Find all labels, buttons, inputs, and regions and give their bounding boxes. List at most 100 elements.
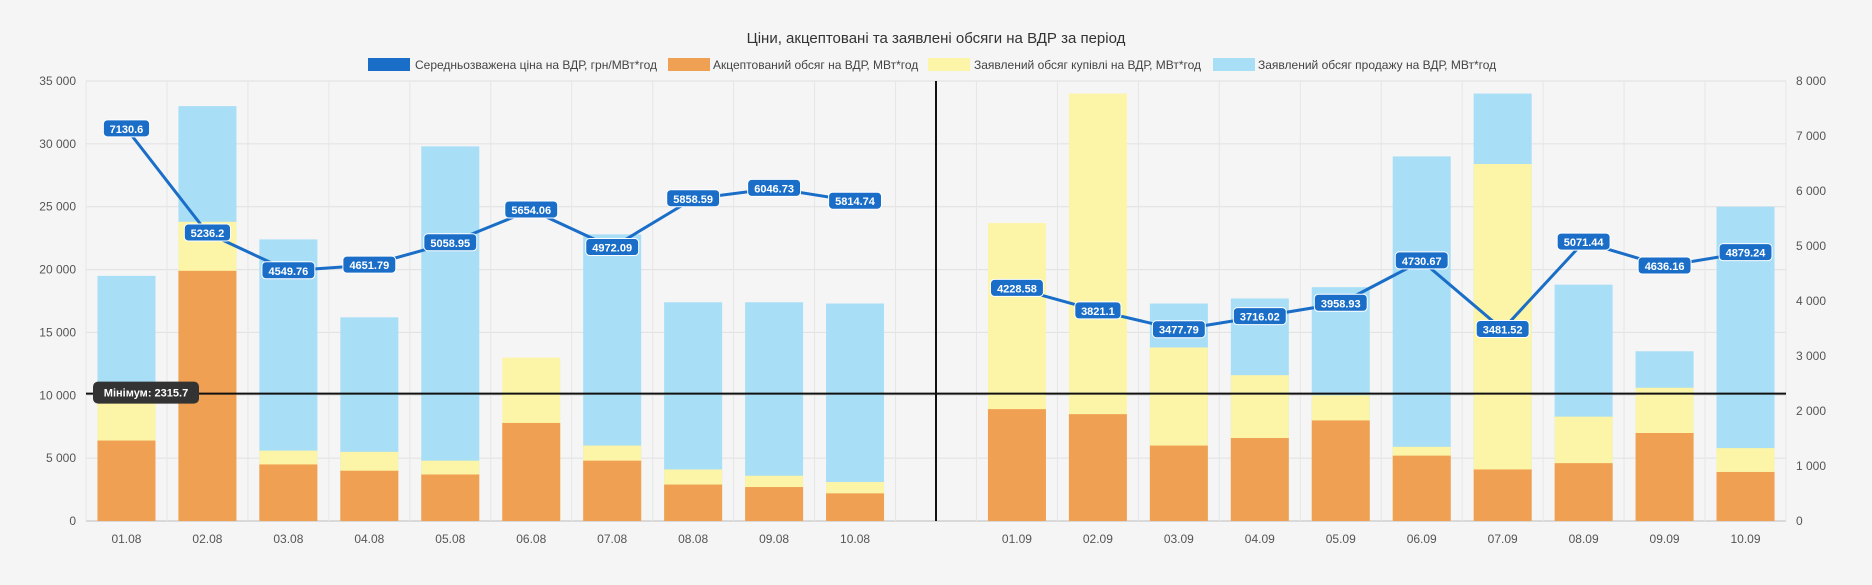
legend-swatch-2 bbox=[668, 58, 710, 71]
buy-bar-07.09 bbox=[1473, 163, 1532, 521]
right-tick-label: 8 000 bbox=[1796, 74, 1826, 88]
x-tick-label: 06.08 bbox=[516, 532, 546, 546]
price-label-box bbox=[1475, 320, 1530, 339]
x-tick-label: 06.09 bbox=[1407, 532, 1437, 546]
accepted-bar-04.08 bbox=[340, 470, 399, 521]
left-axis: 0 5 000 10 000 15 000 20 000 25 000 30 000 35 0… bbox=[39, 74, 76, 528]
price-label: 5858.59 bbox=[666, 189, 721, 208]
price-label-text: 6046.73 bbox=[754, 183, 794, 195]
right-tick-label: 5 000 bbox=[1796, 239, 1826, 253]
legend-swatch-3 bbox=[928, 58, 970, 71]
price-label: 4549.76 bbox=[261, 261, 316, 280]
sell-bar-05.08 bbox=[421, 146, 480, 521]
price-label-box bbox=[828, 191, 882, 210]
left-tick-label: 30 000 bbox=[39, 137, 76, 151]
price-labels: 7130.6 5236.2 4549.76 4651.79 5058.95 5654.06… bbox=[102, 119, 1773, 339]
price-label: 4879.24 bbox=[1718, 243, 1773, 262]
x-tick-label: 01.08 bbox=[111, 532, 141, 546]
accepted-bar-07.08 bbox=[583, 460, 642, 521]
price-label: 3821.1 bbox=[1074, 301, 1122, 320]
accepted-bar-02.09 bbox=[1068, 414, 1127, 521]
price-label-text: 3481.52 bbox=[1483, 325, 1523, 337]
x-tick-label: 07.08 bbox=[597, 532, 627, 546]
price-label-text: 5814.74 bbox=[835, 196, 876, 208]
x-tick-label: 08.08 bbox=[678, 532, 708, 546]
price-label-text: 3958.93 bbox=[1321, 298, 1361, 310]
price-label: 5654.06 bbox=[504, 200, 559, 219]
x-tick-label: 09.08 bbox=[759, 532, 789, 546]
price-label: 5058.95 bbox=[423, 233, 478, 252]
price-label-box bbox=[342, 255, 397, 274]
x-tick-label: 02.08 bbox=[192, 532, 222, 546]
price-label-text: 4636.16 bbox=[1645, 261, 1685, 273]
right-tick-label: 7 000 bbox=[1796, 129, 1826, 143]
price-label: 3481.52 bbox=[1475, 320, 1530, 339]
price-label-box bbox=[585, 238, 640, 257]
x-axis-labels: 01.08 02.08 03.08 04.08 05.08 06.08 07.08 08.08… bbox=[111, 532, 1760, 546]
accepted-bar-08.09 bbox=[1554, 463, 1613, 521]
price-label-text: 3716.02 bbox=[1240, 312, 1280, 324]
left-tick-label: 15 000 bbox=[39, 325, 76, 339]
x-tick-label: 02.09 bbox=[1083, 532, 1113, 546]
price-label-text: 4228.58 bbox=[997, 283, 1037, 295]
accepted-bar-06.09 bbox=[1392, 455, 1451, 521]
x-tick-label: 07.09 bbox=[1488, 532, 1518, 546]
price-label-box bbox=[990, 278, 1044, 297]
x-tick-label: 05.09 bbox=[1326, 532, 1356, 546]
price-label-box bbox=[1718, 243, 1773, 262]
legend-label-2: Акцептований обсяг на ВДР, МВт*год bbox=[713, 58, 918, 72]
price-label-box bbox=[1232, 307, 1287, 326]
right-tick-label: 1 000 bbox=[1796, 459, 1826, 473]
left-tick-label: 0 bbox=[69, 514, 76, 528]
price-label-text: 5071.44 bbox=[1564, 237, 1605, 249]
x-tick-label: 10.09 bbox=[1731, 532, 1761, 546]
accepted-bar-08.08 bbox=[664, 484, 723, 521]
price-label-box bbox=[666, 189, 721, 208]
price-label: 4651.79 bbox=[342, 255, 397, 274]
accepted-bar-01.08 bbox=[97, 440, 156, 521]
price-label-box bbox=[261, 261, 316, 280]
price-label: 3958.93 bbox=[1313, 293, 1368, 312]
price-label-box bbox=[1151, 320, 1206, 339]
price-label: 6046.73 bbox=[747, 178, 802, 197]
right-tick-label: 2 000 bbox=[1796, 404, 1826, 418]
price-label-box bbox=[102, 119, 151, 138]
price-label: 4228.58 bbox=[990, 278, 1044, 297]
left-tick-label: 5 000 bbox=[46, 451, 76, 465]
price-label-text: 3477.79 bbox=[1159, 325, 1199, 337]
minimum-label-box bbox=[93, 381, 199, 404]
price-label-box bbox=[1313, 293, 1368, 312]
price-label-box bbox=[747, 178, 802, 197]
right-tick-label: 0 bbox=[1796, 514, 1803, 528]
price-label-box bbox=[183, 223, 232, 242]
accepted-bar-01.09 bbox=[987, 409, 1046, 521]
right-tick-label: 3 000 bbox=[1796, 349, 1826, 363]
price-label-text: 7130.6 bbox=[110, 124, 144, 136]
x-tick-label: 10.08 bbox=[840, 532, 870, 546]
price-label-box bbox=[1074, 301, 1122, 320]
x-tick-label: 08.09 bbox=[1569, 532, 1599, 546]
accepted-bar-06.08 bbox=[502, 422, 561, 521]
accepted-bar-10.09 bbox=[1716, 471, 1775, 521]
price-line-1 bbox=[125, 127, 856, 273]
accepted-bar-04.09 bbox=[1230, 438, 1289, 521]
legend: Середньозважена ціна на ВДР, грн/МВт*год… bbox=[368, 58, 1496, 72]
price-label-text: 4879.24 bbox=[1726, 248, 1767, 260]
x-tick-label: 09.09 bbox=[1650, 532, 1680, 546]
left-tick-label: 10 000 bbox=[39, 388, 76, 402]
price-label-text: 4730.67 bbox=[1402, 256, 1442, 268]
left-tick-label: 35 000 bbox=[39, 74, 76, 88]
price-line-2 bbox=[1016, 240, 1746, 332]
left-tick-label: 25 000 bbox=[39, 200, 76, 214]
accepted-bar-03.09 bbox=[1149, 445, 1208, 521]
price-label-box bbox=[504, 200, 559, 219]
x-tick-label: 01.09 bbox=[1002, 532, 1032, 546]
price-label-text: 4549.76 bbox=[268, 266, 308, 278]
price-label-text: 3821.1 bbox=[1081, 306, 1115, 318]
price-label-text: 5654.06 bbox=[511, 205, 551, 217]
bars bbox=[97, 93, 1775, 522]
price-label: 4636.16 bbox=[1637, 256, 1692, 275]
legend-label-1: Середньозважена ціна на ВДР, грн/МВт*год bbox=[415, 58, 657, 72]
accepted-bar-10.08 bbox=[826, 493, 885, 521]
